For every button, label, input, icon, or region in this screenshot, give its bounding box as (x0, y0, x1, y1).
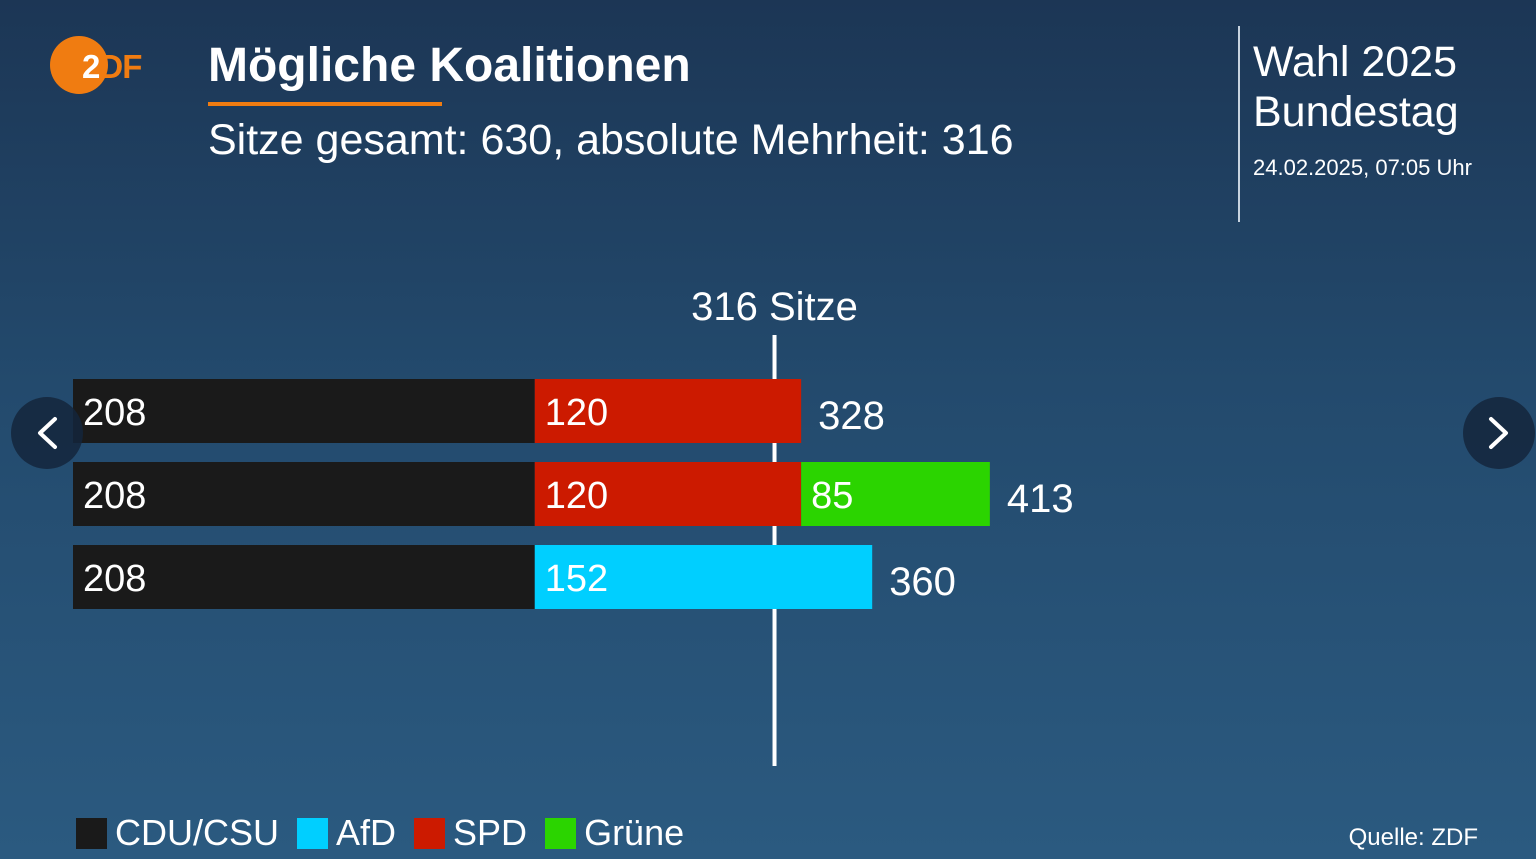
legend-item-cdu-csu: CDU/CSU (76, 812, 279, 854)
chart-legend: CDU/CSU AfD SPD Grüne (76, 812, 702, 854)
bar-segment-spd (534, 379, 802, 443)
majority-label: 316 Sitze (691, 285, 858, 329)
segment-value-label: 208 (83, 475, 146, 517)
coalition-total-label: 328 (818, 394, 885, 438)
segment-value-label: 152 (545, 558, 608, 600)
previous-button[interactable] (11, 397, 83, 469)
segment-value-label: 208 (83, 558, 146, 600)
segment-value-label: 120 (545, 475, 608, 517)
next-button[interactable] (1463, 397, 1535, 469)
legend-swatch (297, 817, 329, 849)
header-divider (1238, 26, 1240, 222)
bar-segment-cdu-csu (73, 462, 535, 526)
legend-swatch (414, 817, 446, 849)
segment-value-label: 120 (545, 392, 608, 434)
legend-swatch (545, 817, 577, 849)
election-timestamp: 24.02.2025, 07:05 Uhr (1253, 155, 1472, 180)
page-title: Mögliche Koalitionen (208, 39, 691, 92)
bar-segment-gr-ne (801, 462, 990, 526)
coalition-total-label: 360 (889, 560, 956, 604)
segment-value-label: 208 (83, 392, 146, 434)
legend-label: CDU/CSU (115, 812, 280, 853)
bar-segment-afd (534, 545, 873, 609)
bar-segment-cdu-csu (73, 545, 535, 609)
legend-item-afd: AfD (297, 812, 396, 854)
election-name: Wahl 2025 (1253, 38, 1457, 86)
legend-item-gruene: Grüne (545, 812, 684, 854)
bar-segment-spd (534, 462, 802, 526)
bar-segment-cdu-csu (73, 379, 535, 443)
legend-label: Grüne (584, 812, 685, 853)
chevron-left-icon (38, 417, 57, 449)
coalition-total-label: 413 (1007, 477, 1074, 521)
source-note: Quelle: ZDF (1348, 824, 1478, 851)
title-underline (208, 102, 442, 106)
zdf-logo: 2DF (50, 36, 160, 98)
legend-swatch (76, 817, 107, 849)
zdf-logo-circle (50, 36, 108, 94)
zdf-logo-wordmark: 2DF (82, 48, 142, 85)
legend-label: SPD (453, 812, 528, 853)
legend-item-spd: SPD (414, 812, 527, 854)
election-body: Bundestag (1253, 88, 1459, 136)
page-subtitle: Sitze gesamt: 630, absolute Mehrheit: 31… (208, 116, 1014, 164)
segment-value-label: 85 (811, 475, 853, 517)
chevron-right-icon (1489, 417, 1508, 449)
legend-label: AfD (336, 812, 397, 853)
